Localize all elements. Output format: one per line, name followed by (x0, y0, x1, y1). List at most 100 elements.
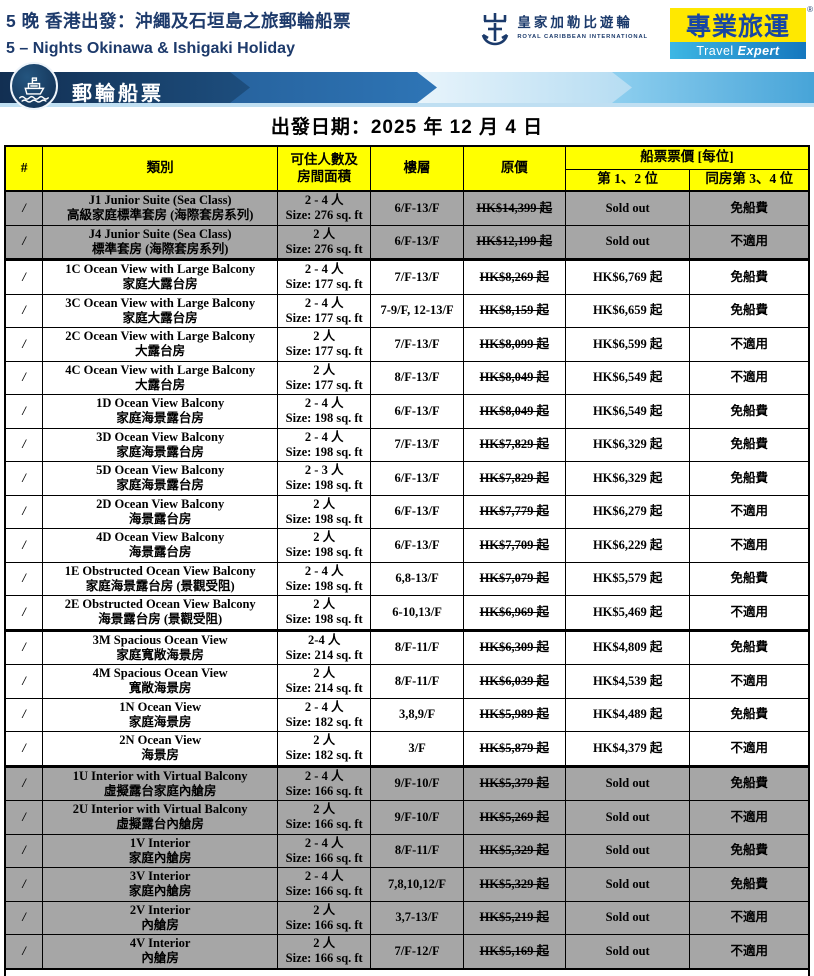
cabin-name-zh: 家庭內艙房 (128, 850, 192, 865)
price-guest34-cell: 不適用 (689, 664, 810, 699)
original-price: HK$8,099 起 (479, 336, 550, 351)
table-row: / 1V Interior 家庭內艙房 2 - 4 人 Size: 166 sq… (4, 833, 810, 868)
cabin-name-zh: 海景露台房 (128, 545, 192, 560)
occupancy-cell: 2 人 Size: 198 sq. ft (277, 595, 372, 631)
row-number: / (4, 224, 44, 260)
price-guest12-cell: Sold out (564, 833, 691, 868)
fare-table: # 類別 可住人數及 房間面積 樓層 原價 船票票價 [每位] 第 1、2 位 … (4, 145, 810, 970)
original-price: HK$8,049 起 (479, 370, 550, 385)
price-guest12-cell: Sold out (564, 900, 691, 935)
cabin-name-en: 5D Ocean View Balcony (96, 463, 225, 477)
room-size: Size: 166 sq. ft (285, 917, 363, 932)
row-number: / (4, 461, 44, 496)
table-row: / 4M Spacious Ocean View 寬敞海景房 2 人 Size:… (4, 664, 810, 699)
price-guest34-cell: 免船費 (689, 867, 810, 902)
cabin-name-en: 1C Ocean View with Large Balcony (65, 262, 256, 276)
occupancy-cell: 2 人 Size: 166 sq. ft (277, 900, 372, 935)
row-number: / (4, 764, 44, 801)
col-header-price-guest12: 第 1、2 位 (564, 168, 691, 192)
occupancy-cell: 2 - 4 人 Size: 166 sq. ft (277, 764, 372, 801)
occupancy-pax: 2 - 4 人 (304, 295, 344, 310)
cabin-category-cell: 3C Ocean View with Large Balcony 家庭大露台房 (42, 293, 279, 328)
price-guest34-cell: 不適用 (689, 595, 810, 631)
price-guest12-cell: HK$6,599 起 (564, 327, 691, 362)
row-number: / (4, 934, 44, 969)
floor-cell: 8/F-11/F (370, 628, 464, 665)
occupancy-cell: 2 - 4 人 Size: 166 sq. ft (277, 867, 372, 902)
occupancy-pax: 2 人 (313, 496, 336, 511)
occupancy-cell: 2 - 4 人 Size: 198 sq. ft (277, 394, 372, 429)
rci-logo-text: 皇家加勒比遊輪 ROYAL CARIBBEAN INTERNATIONAL (517, 11, 648, 40)
floor-cell: 6/F-13/F (370, 394, 464, 429)
cabin-name-en: 2U Interior with Virtual Balcony (72, 802, 248, 816)
cabin-name-en: 4D Ocean View Balcony (96, 530, 225, 544)
occupancy-pax: 2 人 (313, 733, 336, 747)
cabin-category-cell: J1 Junior Suite (Sea Class) 高級家庭標準套房 (海際… (42, 190, 279, 226)
price-guest34-cell: 不適用 (689, 934, 810, 969)
cabin-name-zh: 大露台房 (135, 377, 186, 392)
floor-cell: 3/F (370, 731, 464, 767)
page-header: 5 晚 香港出發：沖繩及石垣島之旅郵輪船票 5 – Nights Okinawa… (0, 0, 814, 59)
banner-title: 郵輪船票 (72, 83, 164, 105)
cabin-name-en: 1U Interior with Virtual Balcony (72, 768, 248, 783)
col-header-category: 類別 (42, 145, 279, 192)
occupancy-cell: 2 人 Size: 214 sq. ft (277, 664, 372, 699)
row-number: / (4, 731, 44, 767)
cabin-category-cell: 1U Interior with Virtual Balcony 虛擬露台家庭內… (42, 764, 279, 801)
room-size: Size: 276 sq. ft (285, 208, 363, 223)
cabin-category-cell: 1V Interior 家庭內艙房 (42, 833, 279, 868)
price-guest34-cell: 不適用 (689, 494, 810, 529)
original-price-cell: HK$5,879 起 (462, 731, 566, 767)
table-row: / 4V Interior 內艙房 2 人 Size: 166 sq. ft 7… (4, 934, 810, 969)
room-size: Size: 166 sq. ft (285, 850, 363, 865)
cabin-name-en: 3M Spacious Ocean View (92, 632, 228, 647)
room-size: Size: 198 sq. ft (285, 612, 363, 627)
original-price: HK$5,169 起 (479, 943, 550, 958)
cabin-category-cell: 4M Spacious Ocean View 寬敞海景房 (42, 664, 279, 699)
original-price: HK$8,159 起 (479, 303, 550, 318)
occupancy-pax: 2 人 (313, 362, 336, 377)
page-title-en: 5 – Nights Okinawa & Ishigaki Holiday (6, 40, 295, 57)
table-body: / J1 Junior Suite (Sea Class) 高級家庭標準套房 (… (4, 190, 810, 969)
occupancy-cell: 2 - 4 人 Size: 177 sq. ft (277, 258, 372, 295)
original-price: HK$7,829 起 (479, 470, 550, 485)
cabin-name-en: 2D Ocean View Balcony (96, 496, 225, 511)
floor-cell: 6/F-13/F (370, 461, 464, 496)
floor-cell: 8/F-11/F (370, 664, 464, 699)
original-price-cell: HK$5,329 起 (462, 833, 566, 868)
original-price: HK$14,399 起 (476, 200, 553, 215)
cabin-name-zh: 家庭大露台房 (122, 310, 198, 325)
occupancy-cell: 2 人 Size: 276 sq. ft (277, 224, 372, 260)
occupancy-cell: 2-4 人 Size: 214 sq. ft (277, 628, 372, 665)
page-title-zh: 5 晚 香港出發：沖繩及石垣島之旅郵輪船票 (6, 11, 351, 31)
price-guest12-cell: HK$5,579 起 (564, 561, 691, 596)
occupancy-header-line1: 可住人數及 (290, 151, 358, 167)
original-price: HK$7,079 起 (479, 571, 550, 586)
room-size: Size: 177 sq. ft (285, 310, 363, 325)
row-number: / (4, 258, 44, 295)
original-price-cell: HK$14,399 起 (462, 190, 566, 226)
price-guest34-cell: 免船費 (689, 394, 810, 429)
cabin-name-zh: 家庭海景露台房 (116, 411, 204, 426)
floor-cell: 6/F-13/F (370, 190, 464, 226)
room-size: Size: 198 sq. ft (285, 478, 363, 493)
occupancy-pax: 2 - 4 人 (304, 563, 344, 578)
cabin-name-en: 4C Ocean View with Large Balcony (65, 362, 256, 377)
occupancy-cell: 2 人 Size: 177 sq. ft (277, 327, 372, 362)
occupancy-header-line2: 房間面積 (297, 168, 352, 184)
row-number: / (4, 800, 44, 835)
room-size: Size: 198 sq. ft (285, 411, 363, 426)
price-guest34-cell: 不適用 (689, 900, 810, 935)
col-header-original-price: 原價 (462, 145, 566, 192)
occupancy-pax: 2 - 4 人 (304, 396, 344, 410)
original-price-cell: HK$8,269 起 (462, 258, 566, 295)
table-row: / 4C Ocean View with Large Balcony 大露台房 … (4, 360, 810, 395)
banner-chevron-4 (612, 72, 814, 103)
price-guest12-cell: HK$4,379 起 (564, 731, 691, 767)
price-guest34-cell: 不適用 (689, 731, 810, 767)
original-price: HK$12,199 起 (476, 234, 553, 249)
row-number: / (4, 900, 44, 935)
row-number: / (4, 394, 44, 429)
cabin-name-en: 4V Interior (129, 936, 191, 950)
occupancy-pax: 2 - 4 人 (304, 835, 344, 850)
